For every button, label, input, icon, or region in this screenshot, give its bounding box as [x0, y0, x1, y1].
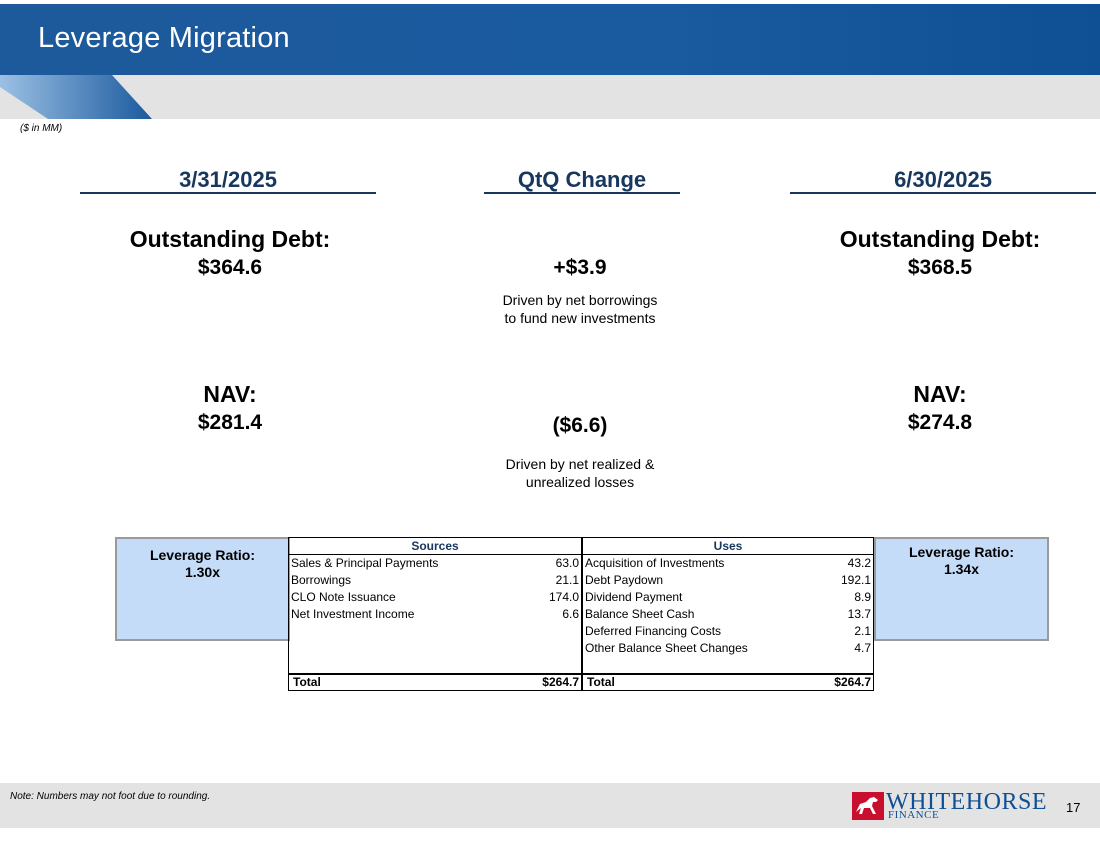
header-band: Leverage Migration: [0, 4, 1100, 75]
nav-change-note-line1: Driven by net realized &: [505, 456, 655, 472]
table-row: Other Balance Sheet Changes 4.7: [585, 640, 871, 657]
right-leverage-label: Leverage Ratio:: [908, 544, 1015, 560]
right-nav-value: $274.8: [907, 411, 973, 434]
right-date-heading: 6/30/2025: [894, 167, 992, 192]
use-label: Acquisition of Investments: [585, 556, 725, 570]
use-value: 13.7: [847, 607, 871, 621]
left-leverage-label: Leverage Ratio:: [149, 547, 256, 563]
table-row: Sales & Principal Payments 63.0: [291, 555, 579, 572]
table-row: Net Investment Income 6.6: [291, 606, 579, 623]
use-label: Deferred Financing Costs: [585, 624, 722, 638]
page-title: Leverage Migration: [38, 22, 290, 54]
sources-total-value: $264.7: [542, 675, 579, 689]
change-heading: QtQ Change: [517, 167, 647, 192]
uses-header: Uses: [713, 539, 743, 553]
table-total-rule: [289, 673, 873, 675]
debt-change-value: +$3.9: [553, 256, 607, 279]
source-label: CLO Note Issuance: [291, 590, 396, 604]
use-label: Dividend Payment: [585, 590, 683, 604]
use-value: 4.7: [854, 641, 871, 655]
source-label: Borrowings: [291, 573, 352, 587]
sources-uses-table: Sources Uses Sales & Principal Payments …: [288, 537, 874, 691]
logo-subtitle: FINANCE: [888, 809, 940, 821]
nav-change-value: ($6.6): [552, 414, 608, 437]
left-heading-underline: [80, 192, 376, 194]
use-label: Other Balance Sheet Changes: [585, 641, 748, 655]
table-row: Borrowings 21.1: [291, 572, 579, 589]
table-header-rule: [289, 554, 873, 555]
source-value: 6.6: [562, 607, 579, 621]
logo-wordmark: WHITEHORSE: [886, 789, 1047, 815]
header-subband: [0, 75, 1100, 119]
use-label: Debt Paydown: [585, 573, 664, 587]
left-leverage-box: Leverage Ratio: 1.30x: [115, 537, 290, 641]
table-row: CLO Note Issuance 174.0: [291, 589, 579, 606]
footer-band: [0, 783, 1100, 828]
table-row: Deferred Financing Costs 2.1: [585, 623, 871, 640]
sources-total-row: Total $264.7: [293, 674, 579, 691]
header-accent-shape: [0, 75, 152, 119]
use-value: 43.2: [847, 556, 871, 570]
left-nav-value: $281.4: [197, 411, 263, 434]
table-row: Balance Sheet Cash 13.7: [585, 606, 871, 623]
left-nav-label: NAV:: [203, 381, 257, 407]
uses-total-value: $264.7: [834, 675, 871, 689]
table-row: Acquisition of Investments 43.2: [585, 555, 871, 572]
use-value: 2.1: [854, 624, 871, 638]
left-date-heading: 3/31/2025: [179, 167, 277, 192]
nav-change-note-line2: unrealized losses: [525, 474, 635, 490]
page-number: 17: [1066, 800, 1081, 815]
source-value: 63.0: [555, 556, 579, 570]
debt-change-note-line2: to fund new investments: [504, 310, 656, 326]
right-debt-value: $368.5: [907, 256, 973, 279]
debt-change-note-line1: Driven by net borrowings: [502, 292, 658, 308]
source-value: 174.0: [548, 590, 579, 604]
use-value: 192.1: [840, 573, 871, 587]
sources-header: Sources: [411, 539, 459, 553]
right-leverage-value: 1.34x: [943, 561, 980, 577]
uses-total-row: Total $264.7: [587, 674, 871, 691]
right-heading-underline: [790, 192, 1096, 194]
source-label: Sales & Principal Payments: [291, 556, 439, 570]
use-value: 8.9: [854, 590, 871, 604]
uses-total-label: Total: [587, 675, 615, 689]
right-debt-label: Outstanding Debt:: [839, 226, 1041, 252]
left-leverage-value: 1.30x: [184, 564, 221, 580]
source-value: 21.1: [555, 573, 579, 587]
left-debt-label: Outstanding Debt:: [129, 226, 331, 252]
units-note: ($ in MM): [20, 123, 63, 134]
source-label: Net Investment Income: [291, 607, 415, 621]
footer-note: Note: Numbers may not foot due to roundi…: [10, 791, 211, 802]
table-row: Dividend Payment 8.9: [585, 589, 871, 606]
horse-logo-icon: [852, 792, 884, 820]
sources-total-label: Total: [293, 675, 321, 689]
right-nav-label: NAV:: [913, 381, 967, 407]
sources-uses-divider: [581, 538, 583, 690]
change-heading-underline: [484, 192, 680, 194]
left-debt-value: $364.6: [197, 256, 263, 279]
right-leverage-box: Leverage Ratio: 1.34x: [874, 537, 1049, 641]
use-label: Balance Sheet Cash: [585, 607, 695, 621]
table-row: Debt Paydown 192.1: [585, 572, 871, 589]
